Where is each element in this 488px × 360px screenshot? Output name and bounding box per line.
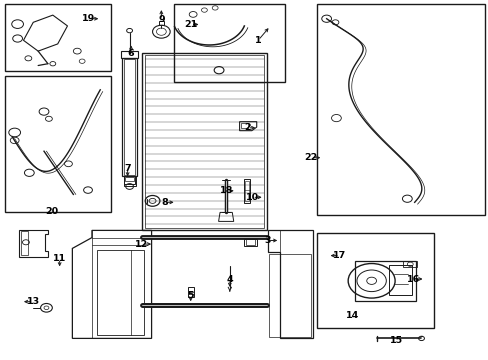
Bar	[142, 53, 266, 230]
Bar	[245, 239, 255, 245]
Text: 10: 10	[245, 193, 258, 202]
Text: 6: 6	[127, 49, 134, 58]
Bar	[316, 233, 433, 328]
Bar	[269, 254, 310, 337]
Text: 1: 1	[254, 36, 261, 45]
Text: 22: 22	[304, 153, 317, 162]
Text: 12: 12	[135, 240, 148, 248]
Text: 20: 20	[45, 207, 58, 216]
Bar	[123, 176, 136, 186]
Bar	[97, 250, 144, 335]
Bar	[244, 239, 256, 246]
Bar	[121, 51, 138, 58]
Text: 4: 4	[226, 274, 233, 284]
Bar	[316, 4, 484, 215]
Text: 18: 18	[220, 186, 233, 195]
Text: 19: 19	[82, 14, 96, 23]
Text: 5: 5	[187, 291, 194, 300]
Bar	[159, 21, 163, 25]
Text: 3: 3	[264, 236, 271, 245]
Bar	[144, 55, 263, 228]
Bar	[124, 176, 135, 184]
Bar	[5, 76, 111, 212]
Bar	[122, 58, 137, 176]
Bar	[123, 59, 135, 175]
Text: 15: 15	[389, 336, 402, 345]
Bar	[5, 4, 111, 71]
Bar	[188, 287, 194, 297]
Text: 13: 13	[27, 297, 40, 306]
Bar	[403, 261, 416, 267]
Text: 21: 21	[183, 20, 197, 29]
Bar	[388, 265, 411, 295]
Text: 8: 8	[161, 198, 167, 207]
Bar	[245, 181, 249, 201]
Text: 9: 9	[158, 15, 164, 24]
Text: 7: 7	[124, 164, 131, 173]
Text: 11: 11	[53, 254, 66, 263]
Bar	[125, 177, 134, 181]
Bar	[244, 179, 250, 203]
Text: 17: 17	[332, 251, 346, 260]
Bar	[173, 4, 284, 82]
Text: 16: 16	[406, 274, 419, 284]
Bar	[354, 261, 415, 301]
Text: 14: 14	[345, 310, 358, 320]
Text: 2: 2	[244, 123, 250, 132]
